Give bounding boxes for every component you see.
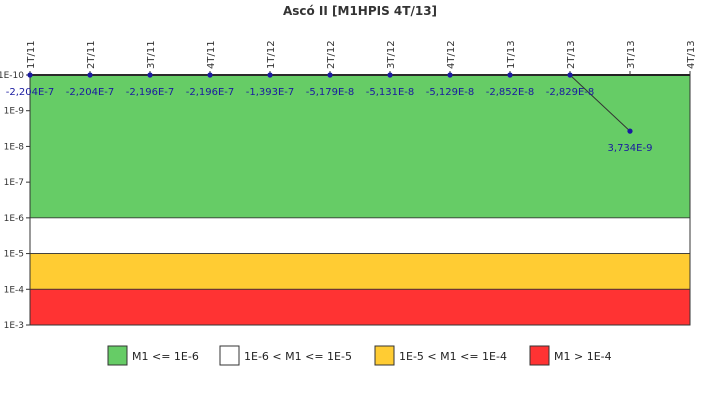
x-tick-label: 4T/11	[206, 40, 217, 69]
x-tick-label: 4T/12	[446, 40, 457, 69]
data-label: -5,179E-8	[306, 87, 355, 98]
band-0	[29, 74, 691, 219]
y-axis: 1E-10 1E-9 1E-8 1E-7 1E-6 1E-5 1E-4 1E-3	[0, 71, 30, 331]
chart-title: Ascó II [M1HPIS 4T/13]	[283, 4, 437, 18]
data-point	[27, 72, 33, 78]
data-point	[447, 72, 453, 78]
data-label: -1,393E-7	[246, 87, 295, 98]
data-label: -2,196E-7	[186, 87, 235, 98]
legend-swatch-2	[374, 345, 395, 366]
legend: M1 <= 1E-6 1E-6 < M1 <= 1E-5 1E-5 < M1 <= …	[107, 345, 612, 366]
x-tick-label: 3T/11	[146, 40, 157, 69]
band-2	[29, 253, 691, 290]
x-tick-label: 3T/12	[386, 40, 397, 69]
band-3	[29, 288, 691, 326]
y-tick-label: 1E-9	[4, 107, 25, 117]
data-point	[387, 72, 393, 78]
legend-swatch-3	[529, 345, 550, 366]
x-tick-label: 1T/11	[26, 40, 37, 69]
legend-label-2: 1E-5 < M1 <= 1E-4	[399, 350, 507, 363]
data-point	[567, 72, 573, 78]
y-tick-label: 1E-8	[4, 142, 25, 152]
x-axis: 1T/11 2T/11 3T/11 4T/11 1T/12 2T/12 3T/12 4T/12…	[26, 40, 697, 75]
data-label: -2,204E-7	[66, 87, 115, 98]
legend-label-1: 1E-6 < M1 <= 1E-5	[244, 350, 352, 363]
band-1	[29, 217, 691, 254]
data-label: 3,734E-9	[608, 143, 653, 154]
series-m1	[27, 72, 633, 134]
x-tick-label: 2T/11	[86, 40, 97, 69]
data-point	[327, 72, 333, 78]
x-tick-label: 1T/13	[506, 40, 517, 69]
y-tick-label: 1E-3	[4, 321, 24, 331]
data-point	[87, 72, 93, 78]
legend-swatch-1	[219, 345, 240, 366]
y-tick-label: 1E-5	[4, 250, 24, 260]
data-label: -2,829E-8	[546, 87, 595, 98]
x-tick-label: 2T/12	[326, 40, 337, 69]
data-point	[507, 72, 513, 78]
x-tick-label: 2T/13	[566, 40, 577, 69]
y-tick-label: 1E-4	[4, 285, 25, 295]
data-label: -5,129E-8	[426, 87, 475, 98]
legend-label-0: M1 <= 1E-6	[132, 350, 199, 363]
data-point	[267, 72, 273, 78]
legend-swatch-0	[107, 345, 128, 366]
y-tick-label: 1E-6	[4, 214, 25, 224]
data-label: -2,852E-8	[486, 87, 535, 98]
data-point	[147, 72, 153, 78]
y-tick-label: 1E-10	[0, 71, 24, 81]
data-label: -2,196E-7	[126, 87, 175, 98]
y-tick-label: 1E-7	[4, 178, 24, 188]
x-tick-label: 4T/13	[686, 40, 697, 69]
data-labels: -2,204E-7 -2,204E-7 -2,196E-7 -2,196E-7 -1,3…	[6, 87, 653, 154]
data-label: -5,131E-8	[366, 87, 415, 98]
data-point	[627, 128, 633, 134]
data-point	[207, 72, 213, 78]
data-label: -2,204E-7	[6, 87, 55, 98]
x-tick-label: 1T/12	[266, 40, 277, 69]
risk-bands	[29, 74, 691, 326]
x-tick-label: 3T/13	[626, 40, 637, 69]
legend-label-3: M1 > 1E-4	[554, 350, 612, 363]
